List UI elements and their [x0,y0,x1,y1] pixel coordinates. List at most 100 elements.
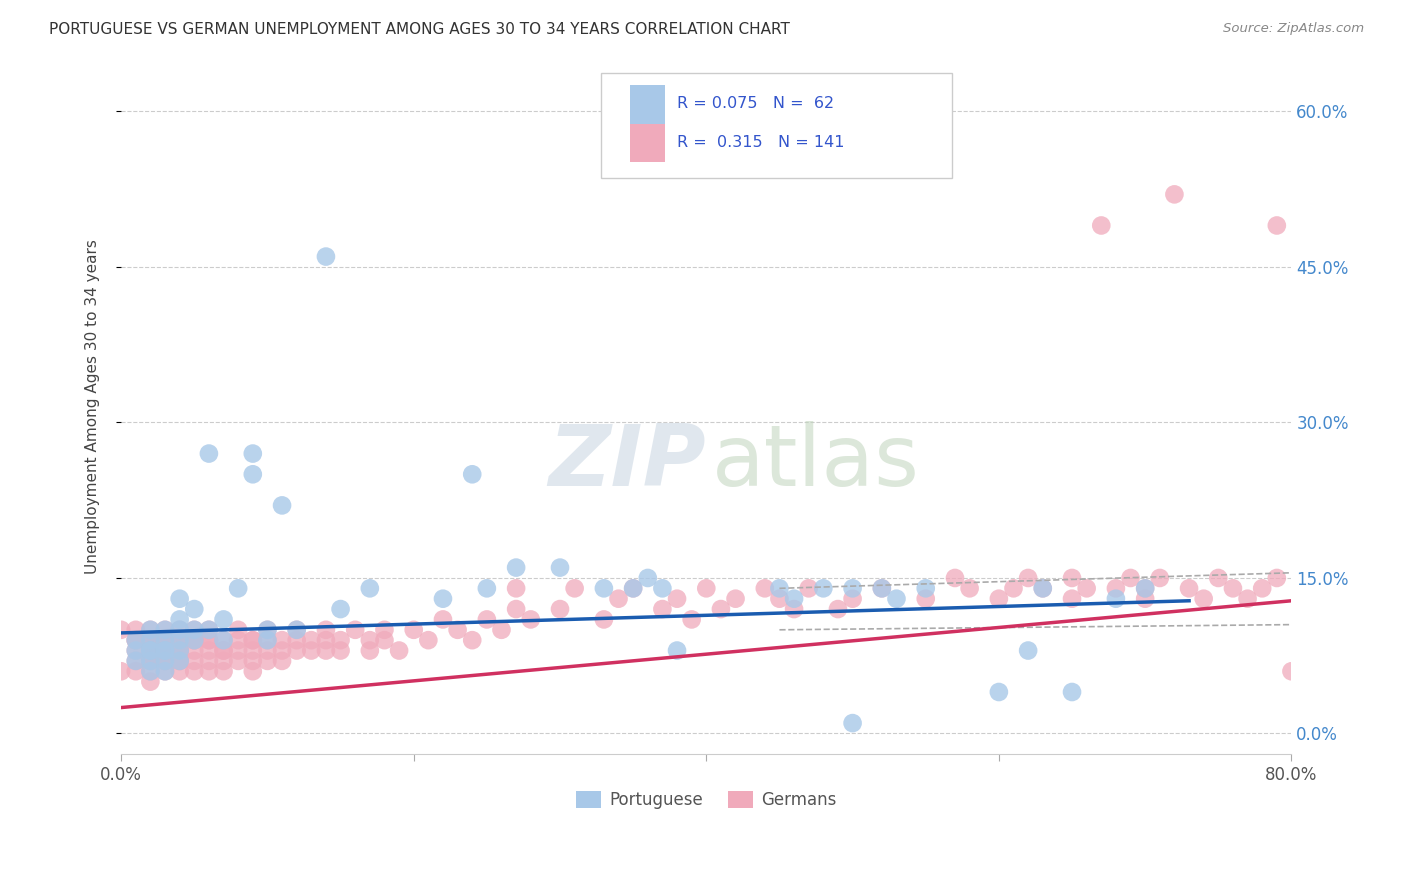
Point [153,623,176,637]
Point [242,643,264,657]
Point [359,633,381,648]
Y-axis label: Unemployment Among Ages 30 to 34 years: Unemployment Among Ages 30 to 34 years [86,239,100,574]
Point [315,643,337,657]
Point [271,643,294,657]
Point [153,643,176,657]
Point [329,602,352,616]
Point [226,623,249,637]
Point [212,612,235,626]
Point [271,499,294,513]
Point [651,582,673,596]
Point [169,633,191,648]
Point [1208,571,1230,585]
Point [681,612,703,626]
Point [388,643,411,657]
Point [256,643,278,657]
Point [242,665,264,679]
Point [125,633,148,648]
Point [461,633,484,648]
Point [125,623,148,637]
Point [139,643,162,657]
Point [139,643,162,657]
Point [959,582,981,596]
Point [621,582,644,596]
Text: Source: ZipAtlas.com: Source: ZipAtlas.com [1223,22,1364,36]
Point [914,591,936,606]
Point [139,643,162,657]
Legend: Portuguese, Germans: Portuguese, Germans [569,784,844,815]
Point [169,633,191,648]
Point [198,633,221,648]
Point [813,582,835,596]
Point [183,623,205,637]
Point [139,654,162,668]
Point [125,643,148,657]
Point [1222,582,1244,596]
Point [1032,582,1054,596]
Point [285,623,308,637]
Point [198,643,221,657]
Point [169,623,191,637]
Point [666,643,689,657]
Point [139,654,162,668]
Point [198,633,221,648]
Point [1133,591,1156,606]
Point [139,633,162,648]
Point [1060,571,1083,585]
Point [183,633,205,648]
Text: R = 0.075   N =  62: R = 0.075 N = 62 [678,95,834,111]
Point [827,602,849,616]
Point [987,685,1010,699]
Point [475,582,498,596]
Point [285,623,308,637]
Point [1105,591,1128,606]
Point [505,560,527,574]
Point [139,674,162,689]
FancyBboxPatch shape [600,73,952,178]
Point [153,665,176,679]
Point [242,446,264,460]
Point [139,643,162,657]
Point [446,623,468,637]
Point [710,602,733,616]
Point [1119,571,1142,585]
Point [139,633,162,648]
Point [285,643,308,657]
Point [1090,219,1112,233]
Point [139,654,162,668]
Point [139,665,162,679]
Point [125,654,148,668]
Point [125,633,148,648]
Point [1236,591,1258,606]
Point [418,633,440,648]
Point [169,612,191,626]
Text: R =  0.315   N = 141: R = 0.315 N = 141 [678,136,845,151]
Point [1281,665,1303,679]
Point [299,633,322,648]
Point [841,582,863,596]
Point [183,665,205,679]
Point [212,643,235,657]
Point [870,582,893,596]
Point [242,633,264,648]
Point [754,582,776,596]
Point [841,716,863,731]
Point [169,654,191,668]
Point [256,623,278,637]
Point [198,623,221,637]
Point [1060,685,1083,699]
Point [169,654,191,668]
Point [475,612,498,626]
Point [198,623,221,637]
Point [637,571,659,585]
Point [226,643,249,657]
Point [212,654,235,668]
Point [183,633,205,648]
Point [153,654,176,668]
Point [548,602,571,616]
Point [593,612,616,626]
Point [153,623,176,637]
Text: ZIP: ZIP [548,421,706,504]
Point [1017,571,1039,585]
Point [505,602,527,616]
